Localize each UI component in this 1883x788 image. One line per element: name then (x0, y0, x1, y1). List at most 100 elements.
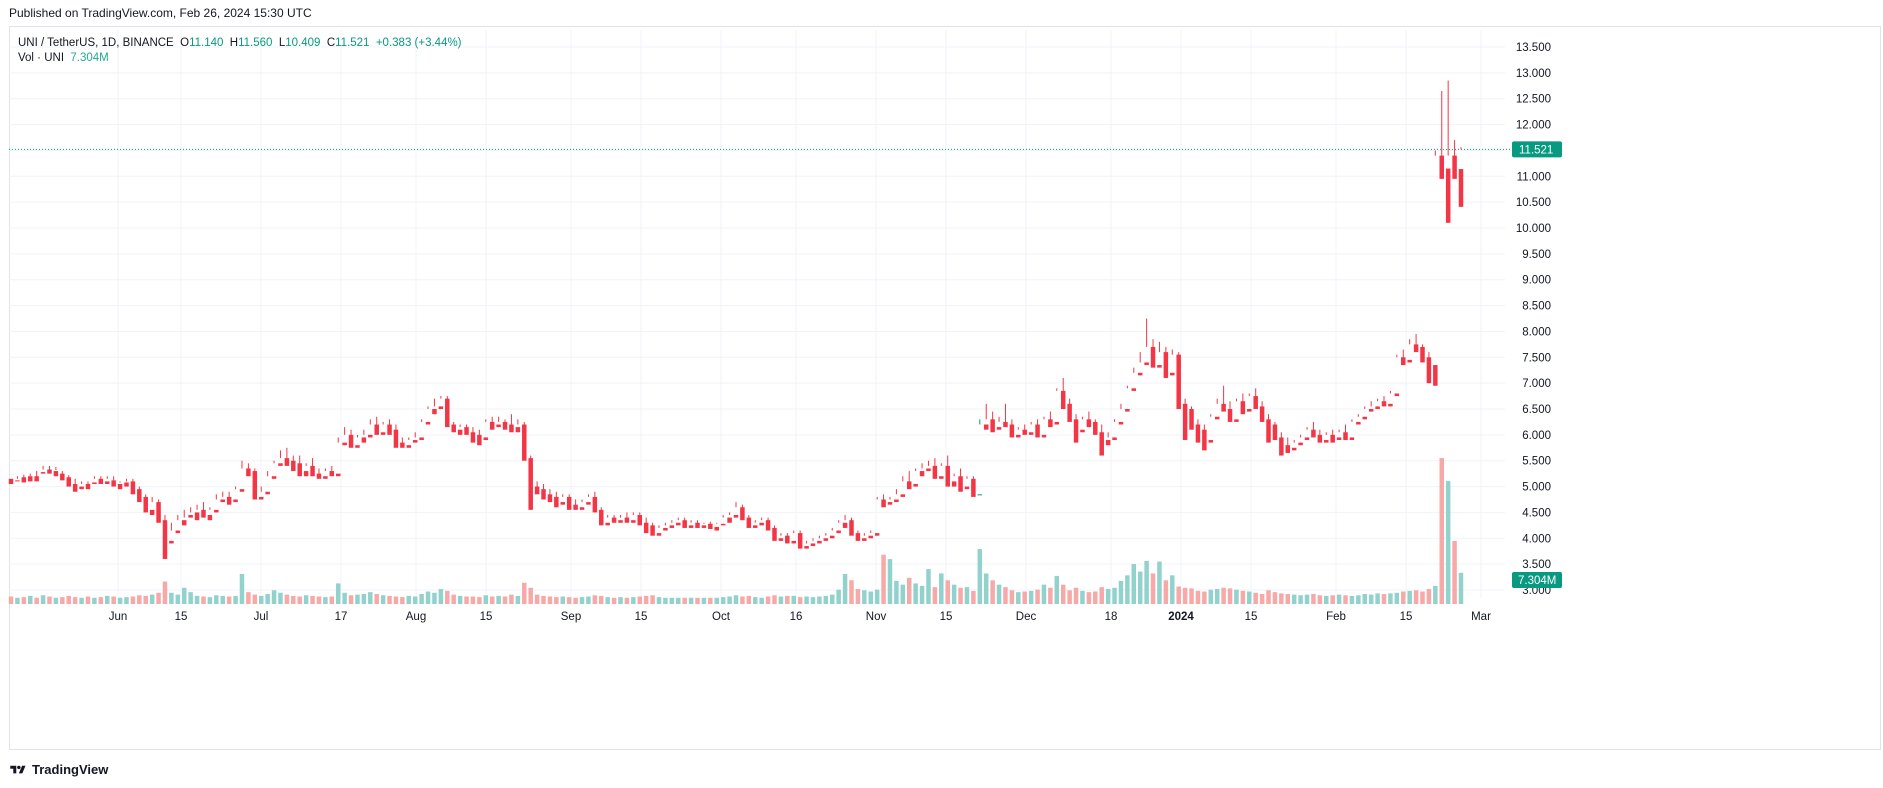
chart-pane[interactable] (9, 26, 1881, 750)
volume-bar (201, 596, 206, 604)
volume-bar (1253, 592, 1258, 604)
candle-body (233, 499, 238, 503)
volume-bar (624, 597, 630, 604)
volume-bar (592, 595, 598, 604)
volume-bar (1330, 595, 1335, 604)
volume-bar (361, 594, 367, 604)
candle-body (130, 481, 136, 495)
price-axis: 13.50013.00012.50012.00011.50011.00010.5… (1516, 42, 1551, 597)
candle-body (1163, 352, 1169, 378)
candle-body (1253, 396, 1258, 409)
volume-bar (1317, 595, 1323, 604)
candle-body (695, 522, 700, 528)
volume-bar (541, 595, 546, 604)
candle-body (156, 502, 161, 523)
volume-bar (810, 597, 816, 604)
volume-bar (855, 589, 861, 604)
volume-bar (1247, 591, 1252, 604)
volume-bar (1394, 592, 1400, 604)
footer-brand[interactable]: TradingView (9, 762, 108, 777)
candle-body (1279, 437, 1284, 456)
volume-bar (1240, 590, 1246, 604)
published-caption: Published on TradingView.com, Feb 26, 20… (9, 6, 312, 20)
volume-bar (169, 592, 174, 604)
y-tick-label: 5.500 (1522, 456, 1551, 468)
volume-bar (297, 596, 302, 604)
candle-body (419, 437, 424, 441)
volume-bar (990, 580, 995, 604)
volume-bar (1150, 573, 1156, 604)
candle-body (1317, 434, 1323, 443)
volume-bar (1067, 590, 1072, 604)
volume-bar (778, 596, 784, 604)
x-tick-label: Sep (561, 611, 581, 623)
volume-bar (1272, 592, 1278, 604)
candle-body (1394, 393, 1400, 397)
y-tick-label: 11.000 (1517, 171, 1551, 183)
volume-bar (932, 587, 938, 604)
candle-body (483, 437, 489, 441)
candle-body (714, 526, 719, 531)
tradingview-logo-icon (10, 765, 26, 773)
volume-bar (836, 589, 841, 604)
candle-body (1311, 429, 1316, 438)
volume-bar (1291, 594, 1297, 604)
volume-bar (400, 597, 405, 604)
high-label: H (229, 37, 239, 49)
y-tick-label: 6.000 (1522, 430, 1551, 442)
volume-bar (643, 595, 649, 604)
open-value: 11.140 (189, 37, 224, 49)
last-price-badge-text: 11.521 (1519, 144, 1553, 156)
candle-body (1240, 401, 1246, 415)
volume-bar (464, 596, 469, 604)
volume-bar (785, 595, 790, 604)
candle-body (579, 507, 585, 510)
candle-body (40, 472, 46, 474)
candle-body (1016, 434, 1021, 438)
x-tick-label: 17 (335, 611, 348, 623)
candle-body (1452, 155, 1457, 179)
volume-bar (117, 597, 123, 604)
volume-bar (669, 597, 675, 604)
volume-bar (900, 584, 906, 604)
candle-body (945, 465, 950, 487)
candle-body (220, 499, 225, 503)
volume-bar (1060, 584, 1066, 604)
candle-body (207, 515, 213, 521)
volume-legend: Vol · UNI 7.304M (18, 52, 109, 64)
volume-bar (1016, 592, 1021, 604)
volume-bar (599, 595, 604, 604)
volume-bar (412, 596, 418, 604)
candle-body (1458, 169, 1464, 207)
volume-bar (996, 584, 1002, 604)
volume-bar (977, 549, 983, 604)
candle-body (175, 530, 181, 534)
candle-body (1093, 421, 1098, 435)
volume-bar (894, 580, 899, 604)
candle-body (1381, 401, 1387, 407)
volume-bars (8, 458, 1464, 604)
candle-body (900, 494, 906, 497)
close-label: C (326, 37, 336, 49)
candle-body (541, 489, 546, 500)
volume-bar (335, 583, 341, 604)
candle-body (759, 522, 764, 526)
volume-value: 7.304M (70, 52, 109, 64)
volume-bar (618, 597, 623, 604)
volume-bar (964, 587, 970, 604)
candle-body (1388, 403, 1393, 407)
x-tick-label: 15 (480, 611, 493, 623)
candle-body (509, 424, 514, 433)
volume-bar (1137, 571, 1143, 604)
volume-bar (432, 592, 437, 604)
x-tick-label: Jun (109, 611, 128, 623)
candle-body (47, 469, 52, 474)
footer-brand-text: TradingView (32, 762, 109, 777)
candle-body (983, 424, 989, 430)
volume-bar (1356, 595, 1361, 604)
volume-bar (1125, 575, 1130, 604)
volume-bar (278, 592, 283, 604)
volume-bar (951, 584, 957, 604)
candle-body (836, 530, 841, 534)
